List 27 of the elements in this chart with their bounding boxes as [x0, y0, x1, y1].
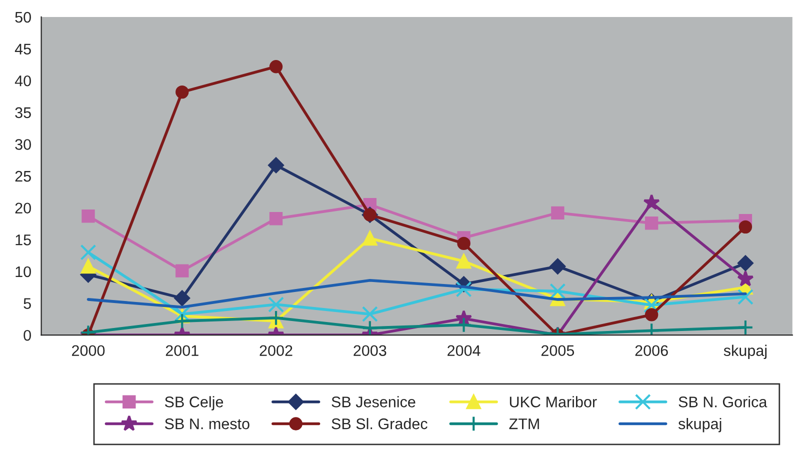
y-tick-label: 15: [16, 234, 31, 246]
x-tick-label: 2006: [635, 345, 668, 356]
legend-label: SB N. mesto: [164, 418, 250, 430]
x-tick-label: 2000: [72, 345, 105, 356]
legend-label: ZTM: [509, 418, 539, 430]
x-tick-label: 2002: [260, 345, 292, 356]
y-tick-label: 5: [24, 298, 31, 309]
y-tick-label: 0: [24, 330, 31, 341]
x-tick-label: skupaj: [724, 344, 767, 360]
y-tick-label: 20: [15, 202, 31, 214]
y-tick-label: 40: [14, 75, 31, 86]
legend-label: skupaj: [678, 418, 722, 432]
y-tick-label: 35: [15, 107, 31, 118]
legend-label: SB Sl. Gradec: [332, 418, 428, 430]
legend-label: SB Jesenice: [332, 396, 416, 408]
x-tick-label: 2001: [166, 345, 198, 356]
legend-label: UKC Maribor: [510, 396, 597, 408]
y-tick-label: 25: [15, 170, 31, 182]
y-tick-label: 50: [15, 12, 31, 23]
y-tick-label: 30: [15, 139, 31, 150]
x-tick-label: 2004: [448, 345, 480, 356]
x-tick-label: 2005: [541, 345, 574, 356]
y-tick-label: 45: [14, 44, 31, 54]
x-tick-label: 2003: [354, 345, 386, 356]
y-tick-label: 10: [16, 266, 31, 278]
legend-label: SB Celje: [164, 396, 224, 410]
legend-label: SB N. Gorica: [678, 396, 768, 408]
